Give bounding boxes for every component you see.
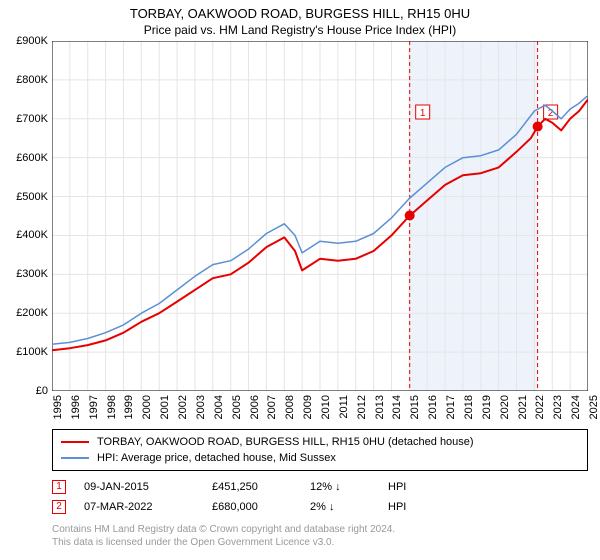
- y-tick-label: £100K: [4, 346, 48, 358]
- x-tick-label: 2020: [499, 395, 511, 419]
- sale-row: 1 09-JAN-2015 £451,250 12% ↓ HPI: [52, 477, 588, 497]
- sale-marker: 1: [52, 480, 66, 494]
- svg-text:1: 1: [420, 108, 426, 119]
- x-tick-label: 1999: [123, 395, 135, 419]
- footer-line-1: Contains HM Land Registry data © Crown c…: [52, 523, 588, 536]
- x-tick-label: 2011: [338, 395, 350, 419]
- x-tick-label: 2013: [374, 395, 386, 419]
- sale-row: 2 07-MAR-2022 £680,000 2% ↓ HPI: [52, 497, 588, 517]
- y-tick-label: £700K: [4, 113, 48, 125]
- x-tick-label: 2017: [445, 395, 457, 419]
- x-tick-label: 1995: [52, 395, 64, 419]
- x-tick-label: 2015: [409, 395, 421, 419]
- x-tick-label: 2001: [159, 395, 171, 419]
- y-tick-label: £800K: [4, 74, 48, 86]
- legend-label: TORBAY, OAKWOOD ROAD, BURGESS HILL, RH15…: [97, 434, 474, 450]
- x-tick-label: 2022: [534, 395, 546, 419]
- sale-price: £451,250: [212, 477, 292, 497]
- x-tick-label: 2003: [195, 395, 207, 419]
- legend-item: TORBAY, OAKWOOD ROAD, BURGESS HILL, RH15…: [61, 434, 579, 450]
- x-tick-label: 2009: [302, 395, 314, 419]
- y-tick-label: £400K: [4, 229, 48, 241]
- x-tick-label: 1998: [106, 395, 118, 419]
- x-tick-label: 2004: [213, 395, 225, 419]
- x-tick-label: 2019: [481, 395, 493, 419]
- x-tick-label: 2012: [356, 395, 368, 419]
- sale-price: £680,000: [212, 497, 292, 517]
- sale-marker: 2: [52, 500, 66, 514]
- x-tick-label: 2005: [231, 395, 243, 419]
- legend-swatch: [61, 457, 89, 459]
- x-tick-label: 2025: [588, 395, 600, 419]
- x-tick-label: 1996: [70, 395, 82, 419]
- y-tick-label: £200K: [4, 307, 48, 319]
- sale-hpi-label: HPI: [388, 477, 428, 497]
- sales-table: 1 09-JAN-2015 £451,250 12% ↓ HPI 2 07-MAR-2022…: [52, 477, 588, 517]
- sale-pct: 12% ↓: [310, 477, 370, 497]
- legend-label: HPI: Average price, detached house, Mid …: [97, 450, 336, 466]
- y-tick-label: £300K: [4, 268, 48, 280]
- chart-title: TORBAY, OAKWOOD ROAD, BURGESS HILL, RH15…: [0, 0, 600, 21]
- legend-item: HPI: Average price, detached house, Mid …: [61, 450, 579, 466]
- legend: TORBAY, OAKWOOD ROAD, BURGESS HILL, RH15…: [52, 429, 588, 471]
- y-tick-label: £0: [4, 385, 48, 397]
- x-tick-label: 2010: [320, 395, 332, 419]
- sale-hpi-label: HPI: [388, 497, 428, 517]
- footer-line-2: This data is licensed under the Open Gov…: [52, 536, 588, 549]
- sale-pct: 2% ↓: [310, 497, 370, 517]
- x-tick-label: 2006: [249, 395, 261, 419]
- chart-svg: 12: [52, 41, 588, 391]
- legend-swatch: [61, 441, 89, 443]
- y-tick-label: £500K: [4, 191, 48, 203]
- chart-subtitle: Price paid vs. HM Land Registry's House …: [0, 21, 600, 41]
- footer-attribution: Contains HM Land Registry data © Crown c…: [52, 523, 588, 549]
- sale-date: 09-JAN-2015: [84, 477, 194, 497]
- x-tick-label: 2002: [177, 395, 189, 419]
- x-tick-label: 2018: [463, 395, 475, 419]
- x-axis-ticks: 1995 1996 1997 1998 1999 2000 2001 2002 2003 2004…: [52, 391, 588, 425]
- y-tick-label: £900K: [4, 35, 48, 47]
- x-tick-label: 2024: [570, 395, 582, 419]
- x-tick-label: 2008: [284, 395, 296, 419]
- sale-date: 07-MAR-2022: [84, 497, 194, 517]
- chart-area: 12 £0£100K£200K£300K£400K£500K£600K£700K…: [52, 41, 588, 391]
- x-tick-label: 2021: [517, 395, 529, 419]
- x-tick-label: 2023: [552, 395, 564, 419]
- y-tick-label: £600K: [4, 152, 48, 164]
- x-tick-label: 2007: [266, 395, 278, 419]
- x-tick-label: 2014: [391, 395, 403, 419]
- x-tick-label: 2016: [427, 395, 439, 419]
- x-tick-label: 1997: [88, 395, 100, 419]
- x-tick-label: 2000: [141, 395, 153, 419]
